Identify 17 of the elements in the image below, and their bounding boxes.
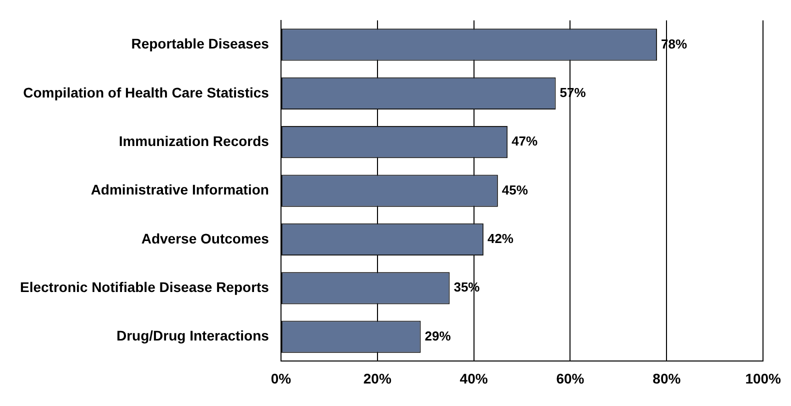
data-label: 29% (424, 328, 452, 344)
x-tick-label: 20% (363, 370, 392, 386)
y-tick-label: Adverse Outcomes (141, 230, 270, 246)
y-tick-label: Immunization Records (118, 132, 270, 149)
x-tick-label: 80% (652, 370, 682, 386)
y-tick-label: Reportable Diseases (131, 36, 270, 52)
y-tick-label: Compilation of Health Care Statistics (23, 84, 270, 100)
y-tick-label: Electronic Notifiable Disease Reports (20, 279, 270, 296)
x-tick-label: 0% (270, 370, 292, 386)
y-tick-label: Drug/Drug Interactions (116, 328, 270, 344)
data-label: 42% (487, 231, 514, 246)
x-tick-label: 100% (745, 370, 782, 386)
data-label: 47% (512, 134, 538, 149)
x-tick-label: 60% (556, 370, 585, 386)
y-tick-label: Administrative Information (90, 182, 269, 198)
data-label: 45% (502, 182, 528, 198)
x-tick-label: 40% (460, 370, 488, 386)
